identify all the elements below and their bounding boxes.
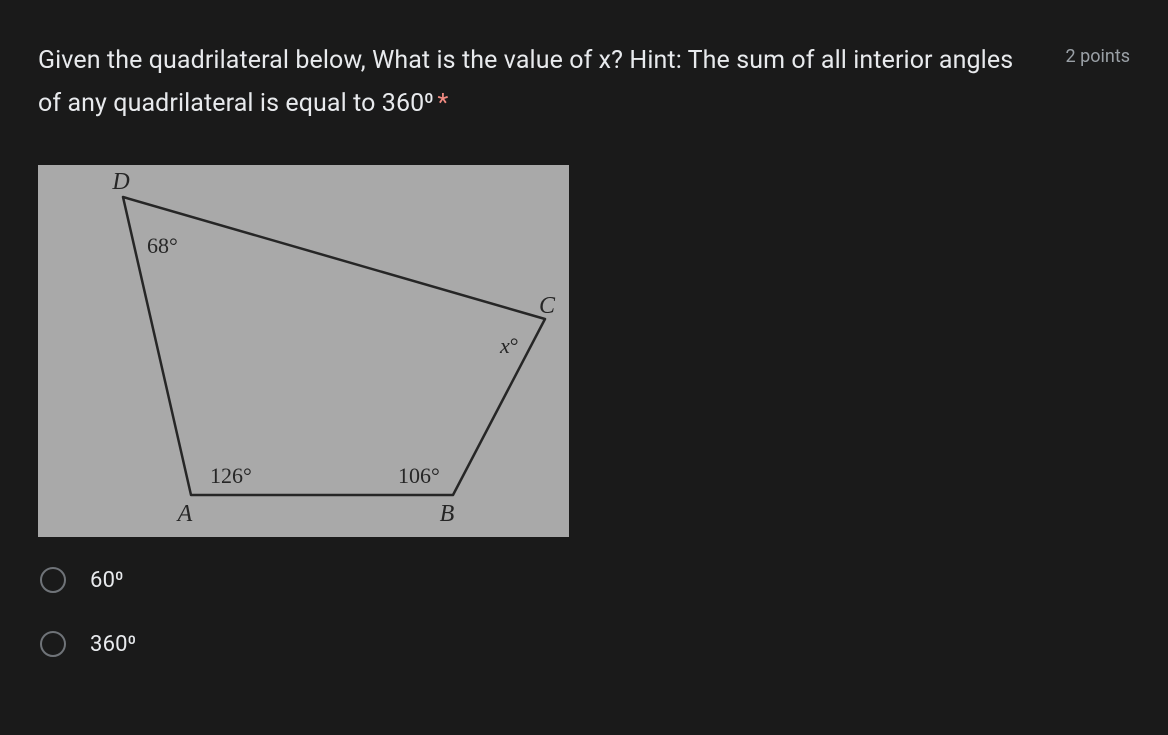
option-2[interactable]: 360⁰ (40, 631, 1130, 657)
svg-text:C: C (539, 293, 556, 319)
svg-text:B: B (440, 501, 455, 527)
question-header: Given the quadrilateral below, What is t… (38, 40, 1130, 125)
options-group: 60⁰ 360⁰ (38, 567, 1130, 657)
radio-icon (40, 567, 66, 593)
quadrilateral-figure: D C B A 68° x° 106° 126° (38, 165, 569, 537)
option-label: 360⁰ (90, 632, 136, 657)
option-label: 60⁰ (90, 568, 123, 593)
svg-text:68°: 68° (147, 233, 178, 258)
option-1[interactable]: 60⁰ (40, 567, 1130, 593)
svg-text:A: A (176, 501, 193, 527)
svg-text:106°: 106° (398, 463, 440, 488)
svg-text:126°: 126° (210, 463, 252, 488)
svg-text:D: D (111, 169, 129, 195)
question-text-content: Given the quadrilateral below, What is t… (38, 46, 1013, 118)
required-mark: * (438, 89, 449, 118)
svg-text:x°: x° (499, 333, 519, 358)
question-text: Given the quadrilateral below, What is t… (38, 40, 1042, 125)
points-label: 2 points (1066, 40, 1130, 67)
radio-icon (40, 631, 66, 657)
question-card: Given the quadrilateral below, What is t… (0, 0, 1168, 735)
